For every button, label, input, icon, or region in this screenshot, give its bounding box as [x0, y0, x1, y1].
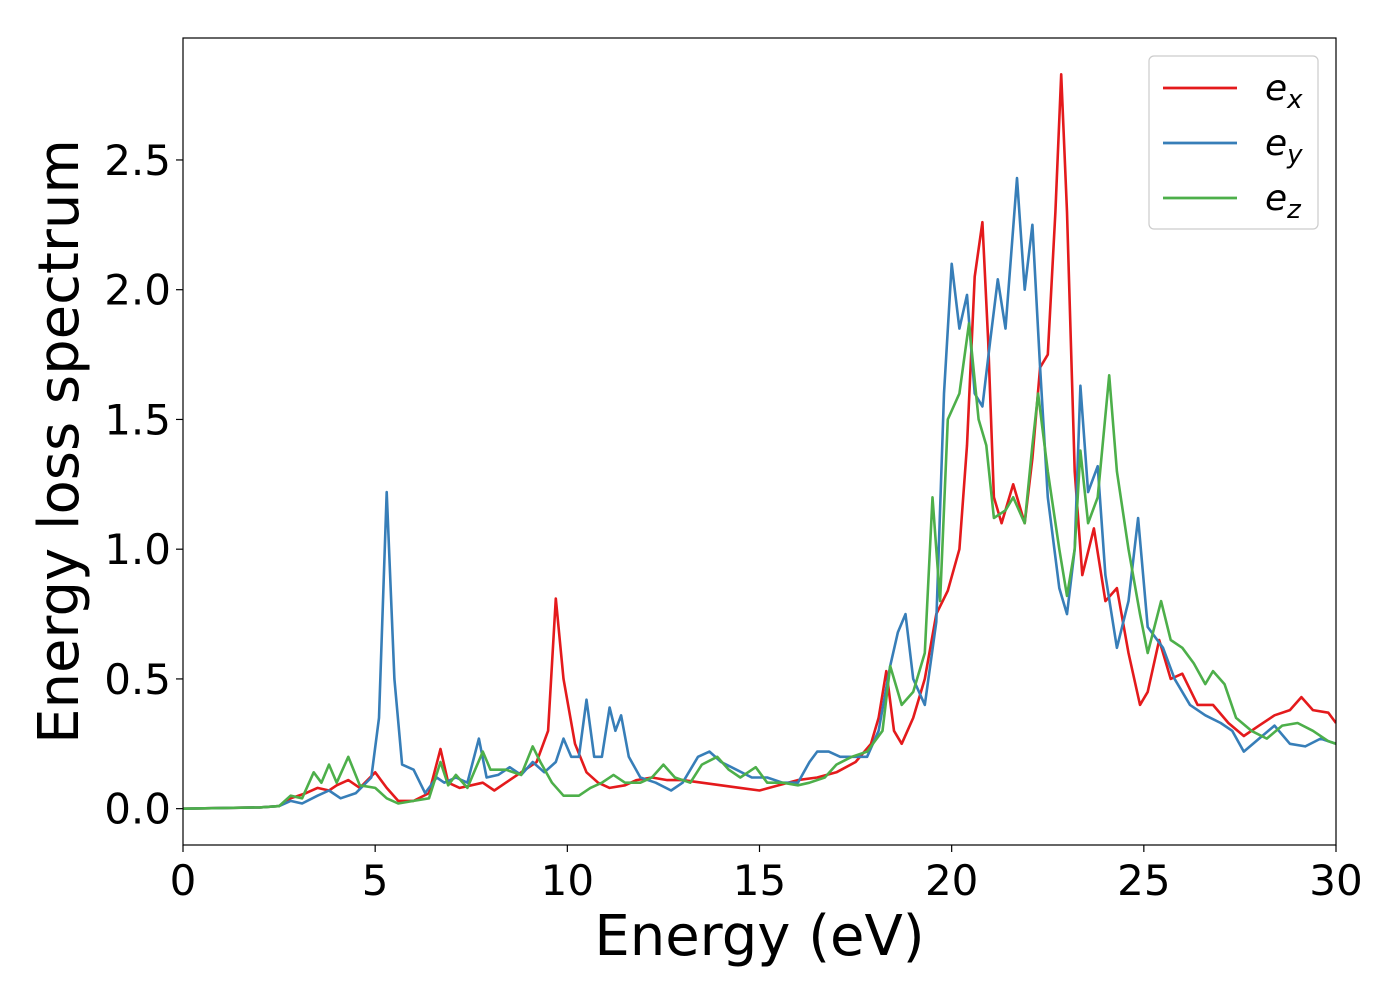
y-tick-label: 0.0 [104, 785, 171, 834]
y-axis-ticks: 0.0 0.5 1.0 1.5 2.0 2.5 [104, 136, 183, 834]
y-tick-label: 0.5 [104, 655, 171, 704]
y-tick-label: 2.5 [104, 136, 171, 185]
series-layer [183, 73, 1336, 810]
y-tick-label: 2.0 [104, 266, 171, 315]
x-tick-label: 10 [541, 856, 594, 905]
legend-label-ez: ez [1265, 178, 1302, 225]
y-axis-title: Energy loss spectrum [27, 139, 92, 744]
x-tick-label: 0 [170, 856, 197, 905]
x-tick-label: 30 [1309, 856, 1362, 905]
series-line-ez [183, 322, 1336, 810]
legend-label-ex: ex [1265, 68, 1303, 115]
x-axis-title: Energy (eV) [594, 904, 924, 969]
x-tick-label: 5 [362, 856, 389, 905]
series-line-ey [183, 176, 1336, 810]
y-tick-label: 1.0 [104, 525, 171, 574]
x-axis-ticks: 0 5 10 15 20 25 30 [170, 845, 1363, 905]
series-line-ex [183, 73, 1336, 810]
legend-label-ey: ey [1265, 123, 1303, 170]
x-tick-label: 15 [733, 856, 786, 905]
y-tick-label: 1.5 [104, 395, 171, 444]
x-tick-label: 20 [925, 856, 978, 905]
x-tick-label: 25 [1117, 856, 1170, 905]
legend: ex ey ez [1148, 55, 1319, 230]
